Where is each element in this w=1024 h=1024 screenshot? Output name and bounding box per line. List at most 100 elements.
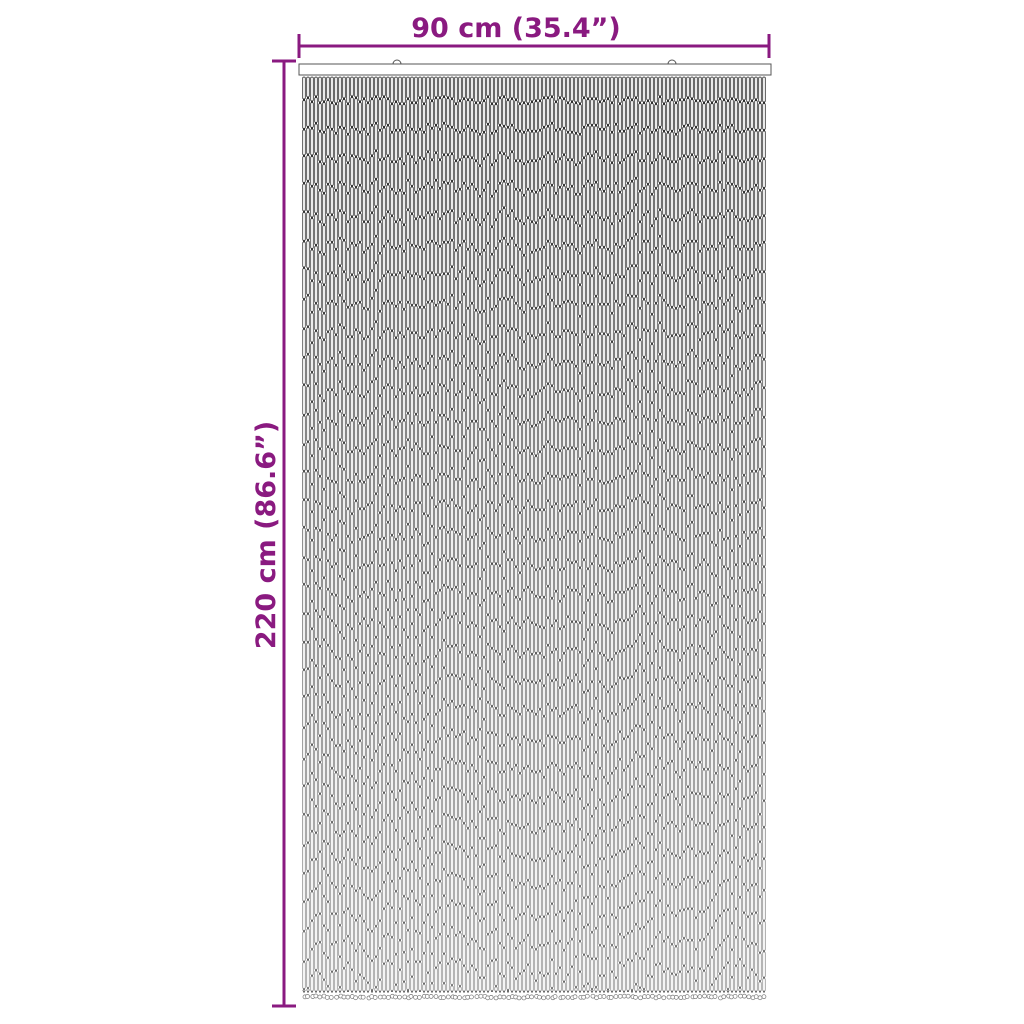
bamboo-bead <box>570 967 574 992</box>
spacer-bead <box>319 706 321 708</box>
spacer-bead <box>511 879 513 881</box>
bamboo-bead <box>486 672 490 702</box>
bamboo-bead <box>586 866 590 897</box>
spacer-bead <box>343 357 345 359</box>
bamboo-bead <box>566 189 570 219</box>
spacer-bead <box>367 162 369 164</box>
bamboo-bead <box>390 821 394 852</box>
bamboo-bead <box>322 755 326 784</box>
end-bead <box>537 994 542 1000</box>
bamboo-bead <box>590 506 594 534</box>
spacer-bead <box>331 853 333 855</box>
spacer-bead <box>415 961 417 963</box>
spacer-bead <box>391 990 393 992</box>
bamboo-bead <box>394 456 398 483</box>
spacer-bead <box>303 758 305 760</box>
spacer-bead <box>419 614 421 616</box>
bead-strand <box>469 76 474 1000</box>
bamboo-bead <box>418 615 422 645</box>
bamboo-bead <box>398 76 402 104</box>
spacer-bead <box>515 218 517 220</box>
spacer-bead <box>543 216 545 218</box>
spacer-bead <box>419 246 421 248</box>
bead-strand <box>488 76 494 1000</box>
bamboo-bead <box>410 773 414 803</box>
bamboo-bead <box>382 159 386 187</box>
spacer-bead <box>511 587 513 589</box>
bamboo-bead <box>314 859 318 889</box>
bamboo-bead <box>498 212 502 241</box>
spacer-bead <box>507 215 509 217</box>
spacer-bead <box>391 505 393 507</box>
spacer-bead <box>467 943 469 945</box>
bamboo-bead <box>306 614 310 642</box>
bamboo-bead <box>458 302 462 334</box>
bamboo-bead <box>422 484 426 514</box>
bead-strand <box>413 76 418 1000</box>
bamboo-bead <box>438 188 442 219</box>
bamboo-bead <box>362 397 366 425</box>
bamboo-bead <box>430 498 434 526</box>
bamboo-bead <box>498 535 502 566</box>
spacer-bead <box>379 744 381 746</box>
bamboo-bead <box>482 719 486 748</box>
bamboo-bead <box>490 337 494 367</box>
bamboo-bead <box>510 677 514 708</box>
bamboo-bead <box>374 693 378 723</box>
spacer-bead <box>527 906 529 908</box>
spacer-bead <box>371 960 373 962</box>
bamboo-bead <box>478 867 482 894</box>
bamboo-bead <box>410 596 414 624</box>
bamboo-bead <box>438 934 442 963</box>
bamboo-bead <box>558 798 562 824</box>
spacer-bead <box>507 330 509 332</box>
bamboo-bead <box>362 673 366 700</box>
spacer-bead <box>535 887 537 889</box>
spacer-bead <box>431 497 433 499</box>
spacer-bead <box>483 281 485 283</box>
bamboo-bead <box>438 590 442 620</box>
bamboo-bead <box>378 338 382 366</box>
spacer-bead <box>491 226 493 228</box>
bamboo-bead <box>498 326 502 355</box>
bamboo-bead <box>502 97 506 126</box>
spacer-bead <box>459 333 461 335</box>
spacer-bead <box>395 711 397 713</box>
spacer-bead <box>595 383 597 385</box>
spacer-bead <box>415 191 417 193</box>
bamboo-bead <box>314 470 318 502</box>
bamboo-bead <box>518 221 522 249</box>
bamboo-bead <box>454 130 458 161</box>
bamboo-bead <box>558 743 562 770</box>
bamboo-bead <box>338 182 342 211</box>
bamboo-bead <box>590 763 594 790</box>
spacer-bead <box>303 444 305 446</box>
spacer-bead <box>363 644 365 646</box>
bamboo-bead <box>422 76 426 104</box>
spacer-bead <box>359 623 361 625</box>
spacer-bead <box>427 713 429 715</box>
bamboo-bead <box>374 867 378 896</box>
bamboo-bead <box>586 242 590 274</box>
spacer-bead <box>351 628 353 630</box>
bamboo-bead <box>414 752 418 782</box>
bamboo-bead <box>350 970 354 992</box>
bamboo-bead <box>450 589 454 617</box>
bamboo-bead <box>438 650 442 679</box>
bamboo-bead <box>318 914 322 942</box>
bamboo-bead <box>490 450 494 476</box>
bamboo-bead <box>550 652 554 681</box>
bamboo-bead <box>402 539 406 568</box>
bamboo-bead <box>538 130 542 159</box>
bamboo-bead <box>574 562 578 590</box>
spacer-bead <box>431 467 433 469</box>
bamboo-bead <box>398 561 402 590</box>
spacer-bead <box>547 181 549 183</box>
bamboo-bead <box>546 501 550 529</box>
spacer-bead <box>495 901 497 903</box>
spacer-bead <box>423 807 425 809</box>
bamboo-bead <box>586 630 590 660</box>
bamboo-bead <box>558 187 562 217</box>
spacer-bead <box>443 414 445 416</box>
spacer-bead <box>471 452 473 454</box>
